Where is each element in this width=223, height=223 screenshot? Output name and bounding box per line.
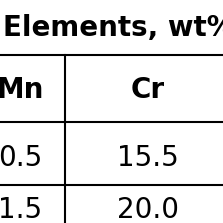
Text: 1.5: 1.5 — [0, 196, 42, 223]
Text: 15.5: 15.5 — [117, 144, 179, 172]
Text: Mn: Mn — [0, 76, 44, 104]
Text: Elements, wt%: Elements, wt% — [3, 14, 223, 42]
Text: Cr: Cr — [131, 76, 165, 104]
Text: 0.5: 0.5 — [0, 144, 42, 172]
Text: 20.0: 20.0 — [117, 196, 179, 223]
